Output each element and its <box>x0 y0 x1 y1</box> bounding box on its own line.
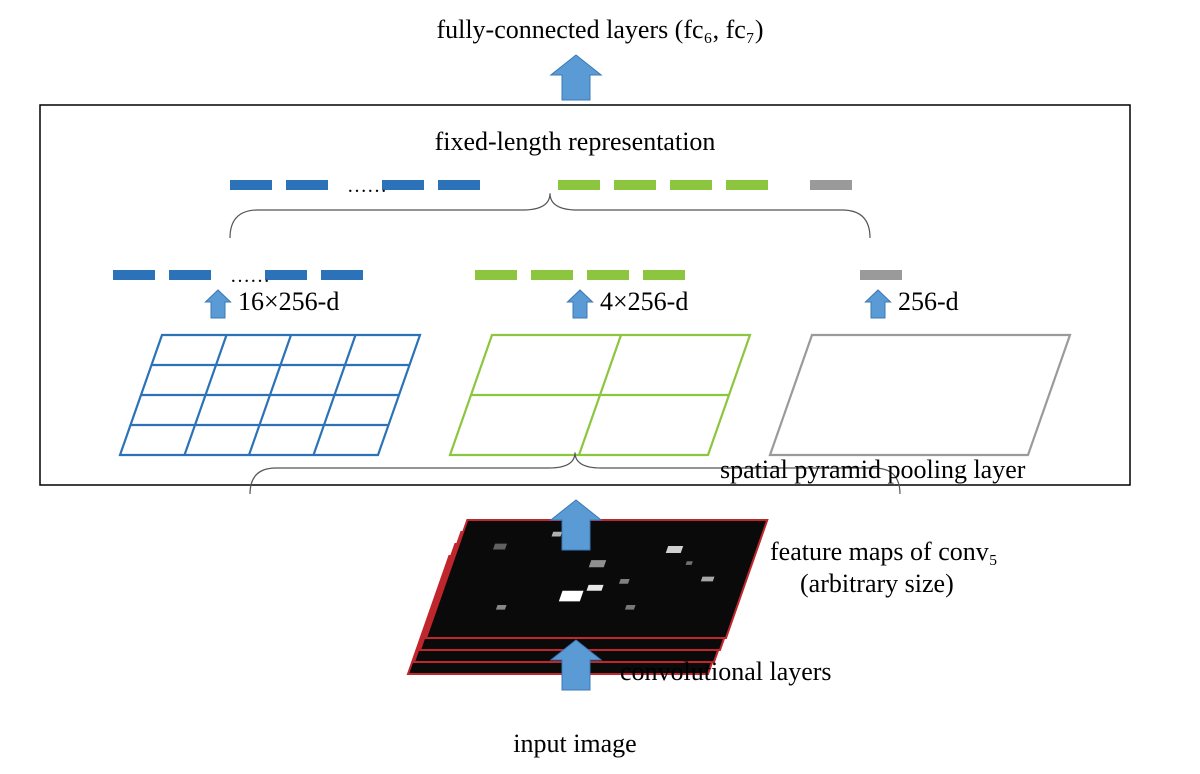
label-feature-maps-sub: (arbitrary size) <box>800 569 954 598</box>
arrow-to-fc <box>551 55 601 100</box>
vec-dash-gray <box>860 270 902 280</box>
vec-dash-blue <box>265 270 307 280</box>
ellipsis: …… <box>347 175 387 197</box>
feature-speckle <box>686 561 693 565</box>
arrow-grid-to-vec <box>865 290 890 318</box>
feature-speckle <box>589 560 606 567</box>
vec-dash-green <box>531 270 573 280</box>
vec-dash-blue <box>321 270 363 280</box>
vec-dash-blue <box>438 180 480 190</box>
arrow-grid-to-vec <box>567 290 592 318</box>
vec-dash-green <box>558 180 600 190</box>
label-feature-maps: feature maps of conv₅ <box>770 537 998 566</box>
label-spp: spatial pyramid pooling layer <box>720 455 1026 484</box>
feature-speckle <box>552 532 563 537</box>
vec-dash-blue <box>230 180 272 190</box>
feature-speckle <box>701 577 715 582</box>
vec-dash-green <box>670 180 712 190</box>
feature-speckle <box>496 605 507 610</box>
vec-dash-gray <box>810 180 852 190</box>
feature-speckle <box>619 579 630 584</box>
label-fixed-length: fixed-length representation <box>435 127 716 156</box>
feature-speckle <box>559 591 584 602</box>
vec-dash-green <box>475 270 517 280</box>
feature-speckle <box>666 546 683 553</box>
label-dim4: 4×256-d <box>600 287 688 316</box>
spp-diagram: fully-connected layers (fc₆, fc₇) fixed-l… <box>0 0 1200 774</box>
feature-speckle <box>493 544 507 550</box>
arrow-grid-to-vec <box>205 290 230 318</box>
grid-1x1 <box>770 335 1070 455</box>
label-conv-layers: convolutional layers <box>620 657 832 686</box>
vec-dash-green <box>587 270 629 280</box>
vec-dash-blue <box>382 180 424 190</box>
vec-dash-green <box>614 180 656 190</box>
label-dim16: 16×256-d <box>238 287 339 316</box>
feature-map-layer <box>426 520 767 638</box>
label-dim1: 256-d <box>898 287 959 316</box>
vec-dash-green <box>643 270 685 280</box>
feature-speckle <box>625 605 636 610</box>
feature-speckle <box>587 585 604 591</box>
vec-dash-green <box>726 180 768 190</box>
vec-dash-blue <box>113 270 155 280</box>
label-input-image: input image <box>513 729 636 758</box>
label-fc: fully-connected layers (fc₆, fc₇) <box>436 15 763 44</box>
vec-dash-blue <box>286 180 328 190</box>
ellipsis: …… <box>230 265 270 287</box>
vec-dash-blue <box>169 270 211 280</box>
brace-concat <box>230 193 870 238</box>
